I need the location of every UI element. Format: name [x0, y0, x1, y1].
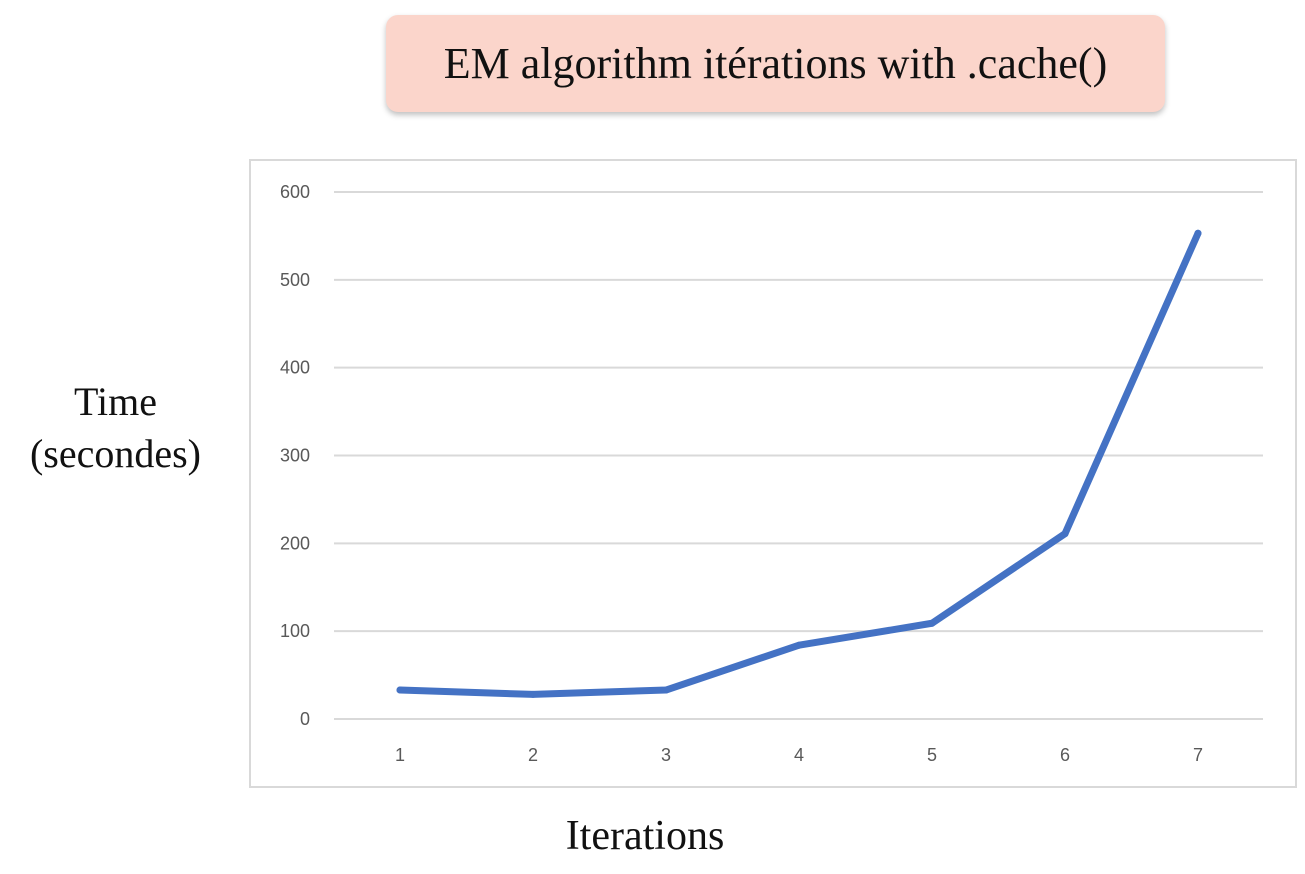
y-tick-label: 600 — [280, 182, 310, 202]
x-tick-label: 1 — [395, 745, 405, 765]
chart-frame — [249, 159, 1297, 788]
data-point — [795, 641, 803, 649]
x-axis-ticks: 1 2 3 4 5 6 7 — [395, 745, 1203, 765]
series-group — [396, 229, 1202, 698]
data-point — [1194, 229, 1202, 237]
data-point — [1061, 530, 1069, 538]
x-tick-label: 4 — [794, 745, 804, 765]
y-axis-ticks: 0 100 200 300 400 500 600 — [280, 182, 310, 729]
y-tick-label: 0 — [300, 709, 310, 729]
data-point — [928, 619, 936, 627]
y-tick-label: 200 — [280, 533, 310, 553]
data-point — [662, 686, 670, 694]
y-axis-label-line2: (secondes) — [29, 431, 202, 476]
y-axis-label-line1: Time — [73, 379, 157, 424]
y-tick-label: 400 — [280, 358, 310, 378]
y-axis-label: Time (secondes) — [8, 376, 223, 480]
x-tick-label: 6 — [1060, 745, 1070, 765]
gridlines — [334, 191, 1263, 720]
x-tick-label: 5 — [927, 745, 937, 765]
chart-title: EM algorithm itérations with .cache() — [386, 15, 1165, 112]
y-tick-label: 500 — [280, 270, 310, 290]
x-axis-label: Iterations — [565, 813, 725, 859]
data-point — [529, 690, 537, 698]
y-tick-label: 300 — [280, 446, 310, 466]
x-tick-label: 7 — [1193, 745, 1203, 765]
x-tick-label: 3 — [661, 745, 671, 765]
y-tick-label: 100 — [280, 621, 310, 641]
x-tick-label: 2 — [528, 745, 538, 765]
data-point — [396, 686, 404, 694]
